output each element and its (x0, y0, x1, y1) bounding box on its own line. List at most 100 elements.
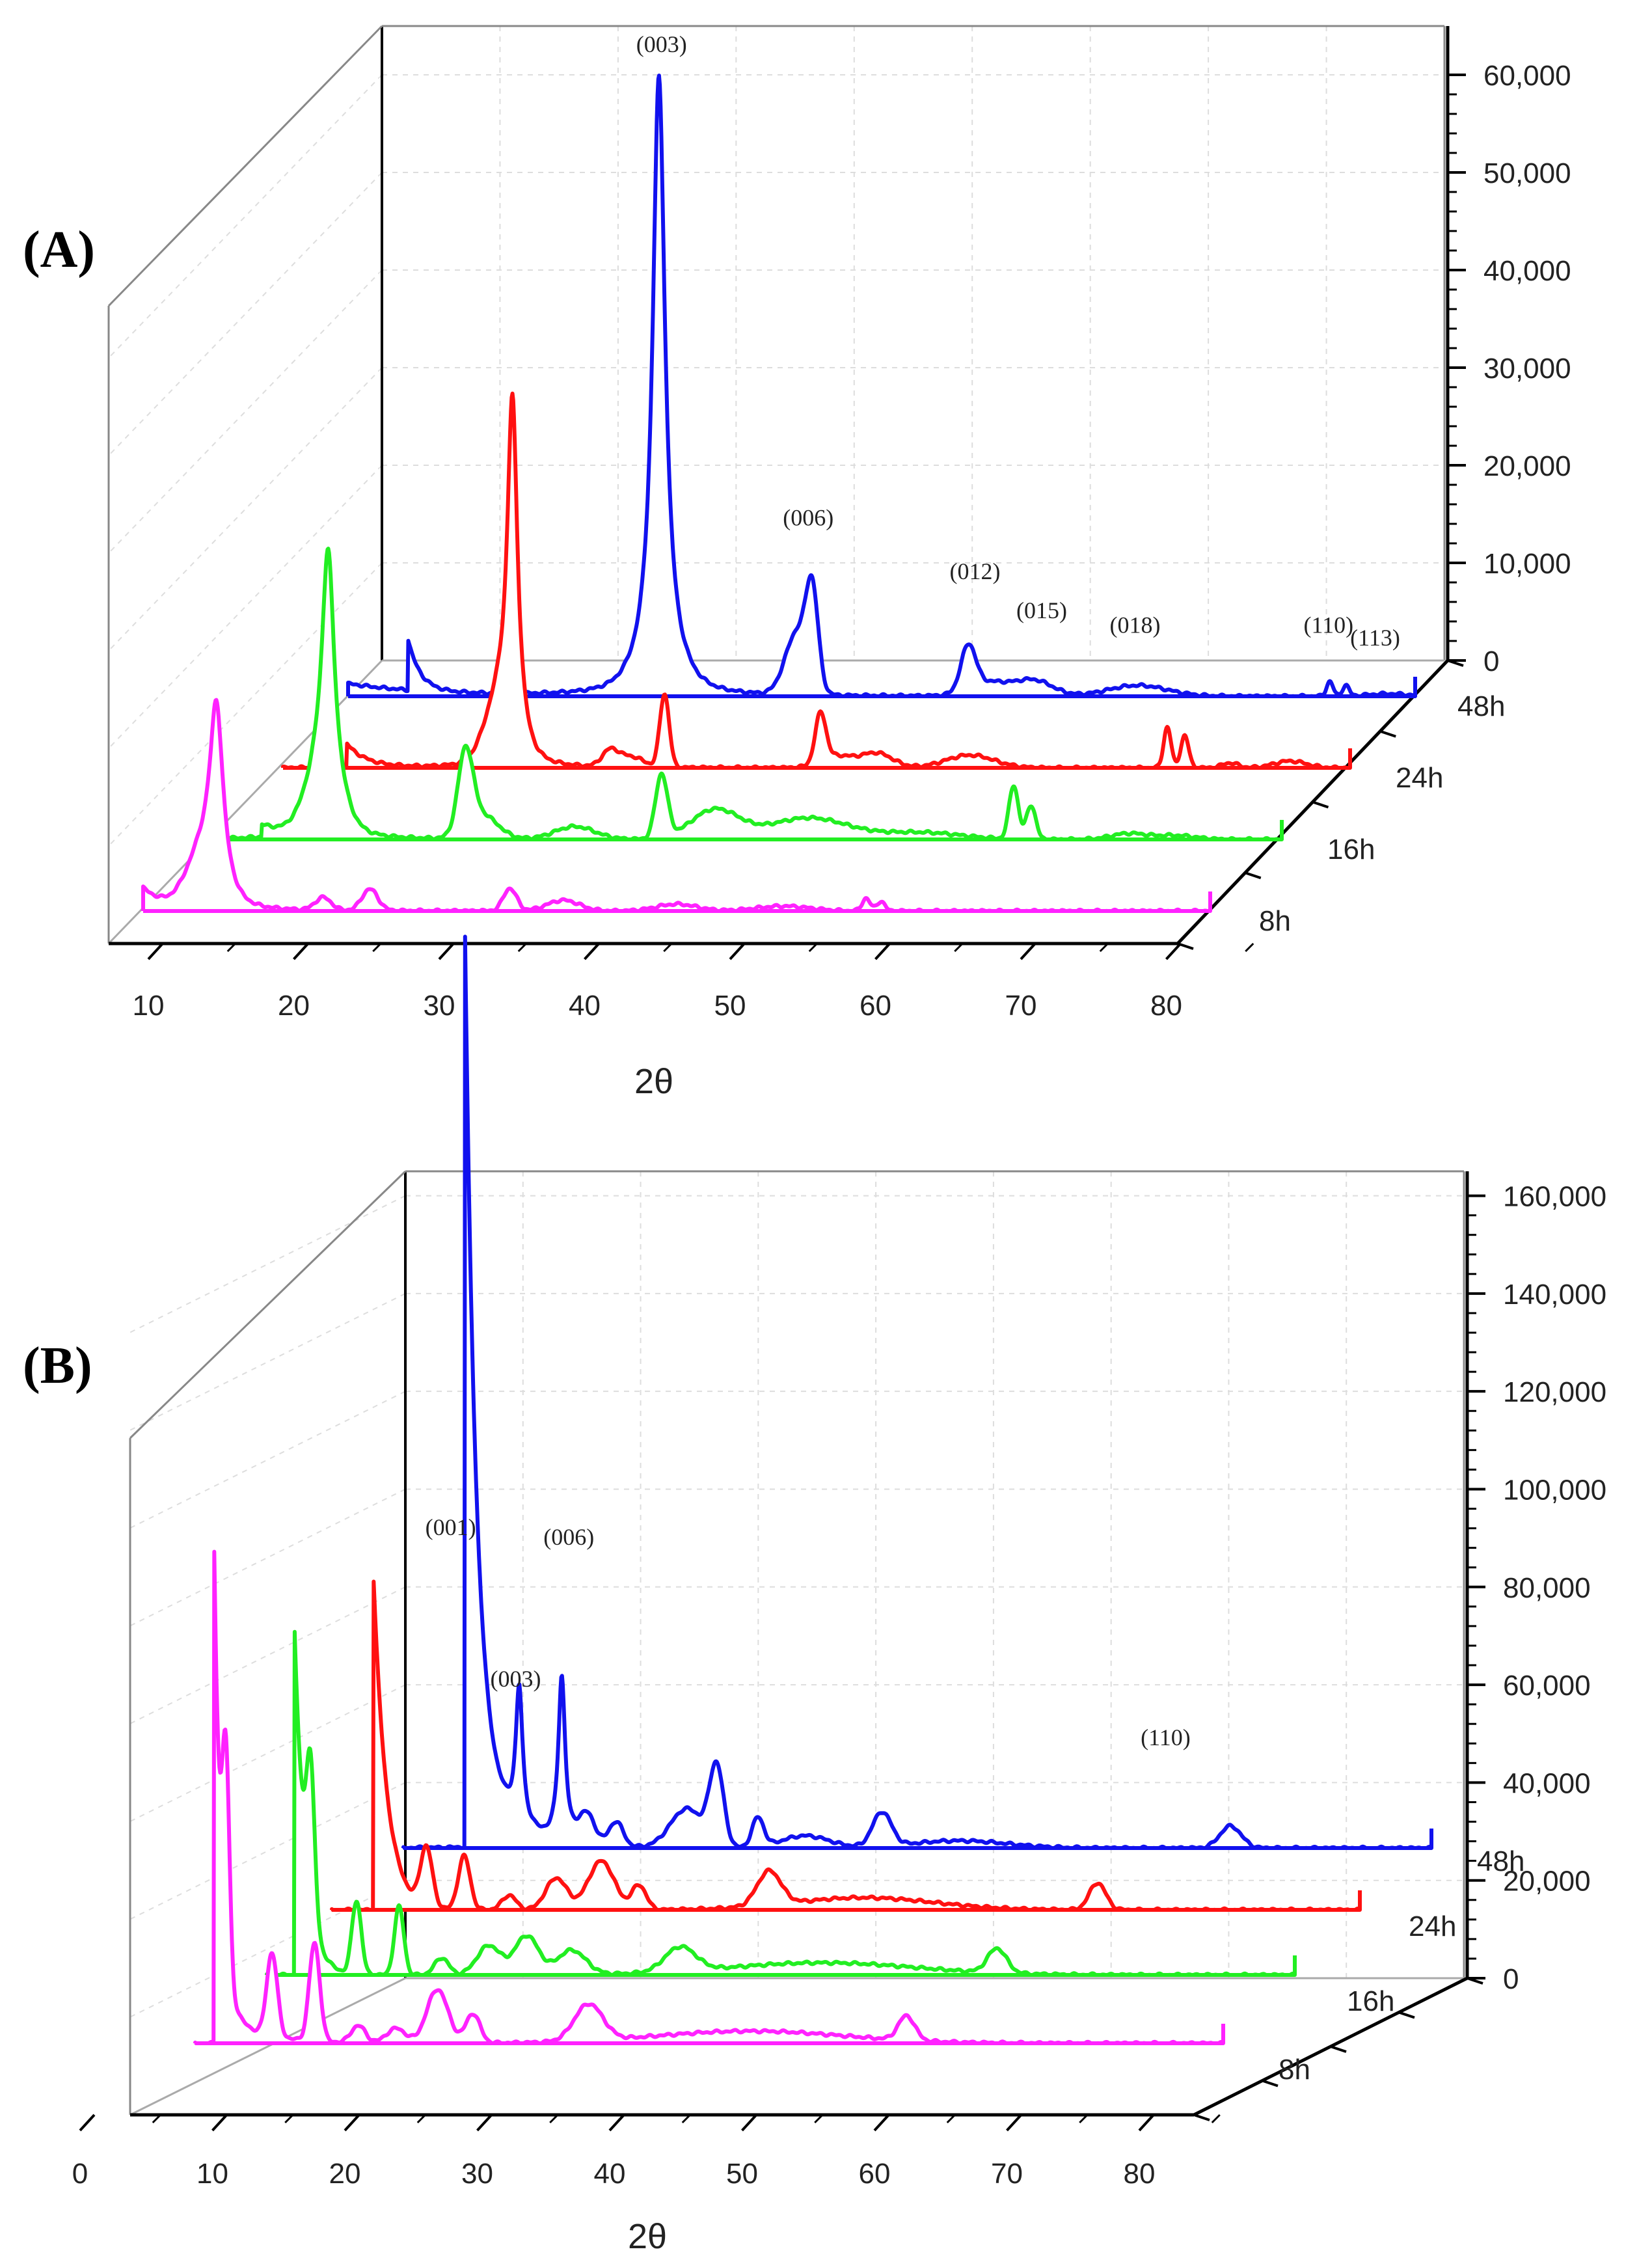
series-line-48h (401, 934, 1433, 1850)
x-minor-tick (372, 942, 382, 953)
x-tick (741, 2114, 757, 2132)
depth-tick (1467, 1977, 1483, 1985)
x-tick-label: 40 (569, 990, 601, 1022)
x-minor-tick (954, 942, 964, 953)
peak-label: (003) (491, 1666, 541, 1692)
side-grid-line (129, 1782, 406, 1920)
y-tick-label: 60,000 (1503, 1670, 1591, 1702)
depth-tick (1245, 871, 1262, 880)
x-tick-label: 30 (424, 990, 455, 1022)
side-grid-line (108, 269, 383, 554)
y-axis-ticks: 0 10,000 20,000 30,000 40,000 50,000 60,000 (1448, 60, 1571, 677)
series-label-16h: 16h (1347, 1985, 1394, 2017)
y-tick-label: 0 (1503, 1963, 1519, 1995)
depth-tick (1379, 729, 1396, 738)
side-grid-line (108, 172, 383, 456)
x-axis-ticks: 10 20 30 40 50 60 70 80 (133, 942, 1254, 1022)
panel-label: (B) (23, 1337, 92, 1394)
back-wall-grid (405, 1171, 1465, 1979)
x-tick (211, 2114, 228, 2132)
side-grid-line (129, 1195, 406, 1333)
x-minor-tick (808, 942, 818, 953)
side-grid-line (129, 1391, 406, 1529)
x-tick-label: 60 (860, 990, 891, 1022)
x-minor-tick (1245, 942, 1254, 953)
side-grid-line (108, 74, 383, 359)
x-tick (608, 2114, 625, 2132)
x-tick (1020, 942, 1036, 960)
x-tick-label: 20 (278, 990, 310, 1022)
peak-label: (110) (1303, 612, 1353, 638)
x-minor-tick (1079, 2114, 1089, 2124)
x-tick (147, 942, 164, 960)
x-minor-tick (517, 942, 527, 953)
peak-label: (110) (1141, 1724, 1191, 1750)
peak-label: (006) (543, 1524, 594, 1550)
peak-label: (012) (950, 558, 1001, 584)
x-tick (729, 942, 746, 960)
depth-tick (1330, 2045, 1347, 2053)
depth-tick (1398, 2011, 1415, 2019)
depth-tick (1262, 2079, 1279, 2088)
x-minor-tick (1099, 942, 1109, 953)
peak-label: (015) (1016, 597, 1067, 623)
series-line-24h (281, 391, 1352, 770)
x-axis-ticks: 0 10 20 30 40 50 60 70 80 (72, 2114, 1221, 2190)
x-tick-label: 20 (329, 2158, 361, 2190)
y-tick-label: 10,000 (1483, 548, 1571, 580)
x-axis-title: 2θ (628, 2217, 667, 2256)
peak-label: (113) (1350, 625, 1400, 651)
y-tick-label: 40,000 (1483, 255, 1571, 287)
axes-frame (129, 1170, 1469, 2117)
side-top-edge (107, 25, 383, 307)
side-grid-line (129, 1292, 406, 1431)
y-tick-label: 60,000 (1483, 60, 1571, 92)
x-minor-tick (152, 2114, 161, 2124)
x-tick-label: 10 (133, 990, 165, 1022)
series-label-48h: 48h (1457, 690, 1505, 722)
peak-label: (006) (783, 505, 833, 531)
y-tick-label: 0 (1483, 646, 1499, 677)
series-label-8h: 8h (1259, 905, 1291, 937)
y-axis-ticks: 0 20,000 40,000 60,000 80,000 100,000 120,000 1… (1467, 1181, 1606, 1995)
side-grid-line (108, 465, 383, 749)
x-tick (293, 942, 309, 960)
x-minor-tick (226, 942, 236, 953)
x-axis-title: 2θ (634, 1062, 673, 1101)
x-tick (344, 2114, 360, 2132)
side-top-edge (129, 1170, 407, 1439)
side-grid-line (129, 1586, 406, 1724)
x-tick (873, 2114, 890, 2132)
y-tick-label: 30,000 (1483, 353, 1571, 385)
x-tick (1165, 942, 1182, 960)
x-tick-label: 50 (714, 990, 746, 1022)
x-minor-tick (284, 2114, 294, 2124)
x-minor-tick (416, 2114, 426, 2124)
series-label-48h: 48h (1477, 1845, 1524, 1877)
side-grid-line (129, 1684, 406, 1822)
x-tick (79, 2114, 96, 2132)
y-tick-label: 140,000 (1503, 1279, 1606, 1311)
y-tick-label: 50,000 (1483, 157, 1571, 189)
x-tick-label: 60 (859, 2158, 891, 2190)
depth-tick (1312, 800, 1329, 809)
series-label-16h: 16h (1327, 834, 1375, 865)
series-group (141, 74, 1417, 913)
x-tick-label: 80 (1150, 990, 1182, 1022)
x-tick (476, 2114, 493, 2132)
x-minor-tick (946, 2114, 956, 2124)
x-minor-tick (814, 2114, 824, 2124)
series-line-16h (265, 1629, 1297, 1977)
x-minor-tick (663, 942, 673, 953)
side-grid-line (129, 1488, 406, 1627)
panel-label: (A) (23, 221, 95, 279)
series-line-16h (213, 547, 1284, 841)
panel-b: 0 20,000 40,000 60,000 80,000 100,000 120,000 1… (23, 934, 1606, 2256)
x-minor-tick (1211, 2114, 1221, 2124)
x-tick-label: 30 (461, 2158, 493, 2190)
x-tick (1006, 2114, 1022, 2132)
y-tick-label: 20,000 (1503, 1866, 1591, 1898)
x-minor-tick (681, 2114, 691, 2124)
x-tick (1138, 2114, 1155, 2132)
